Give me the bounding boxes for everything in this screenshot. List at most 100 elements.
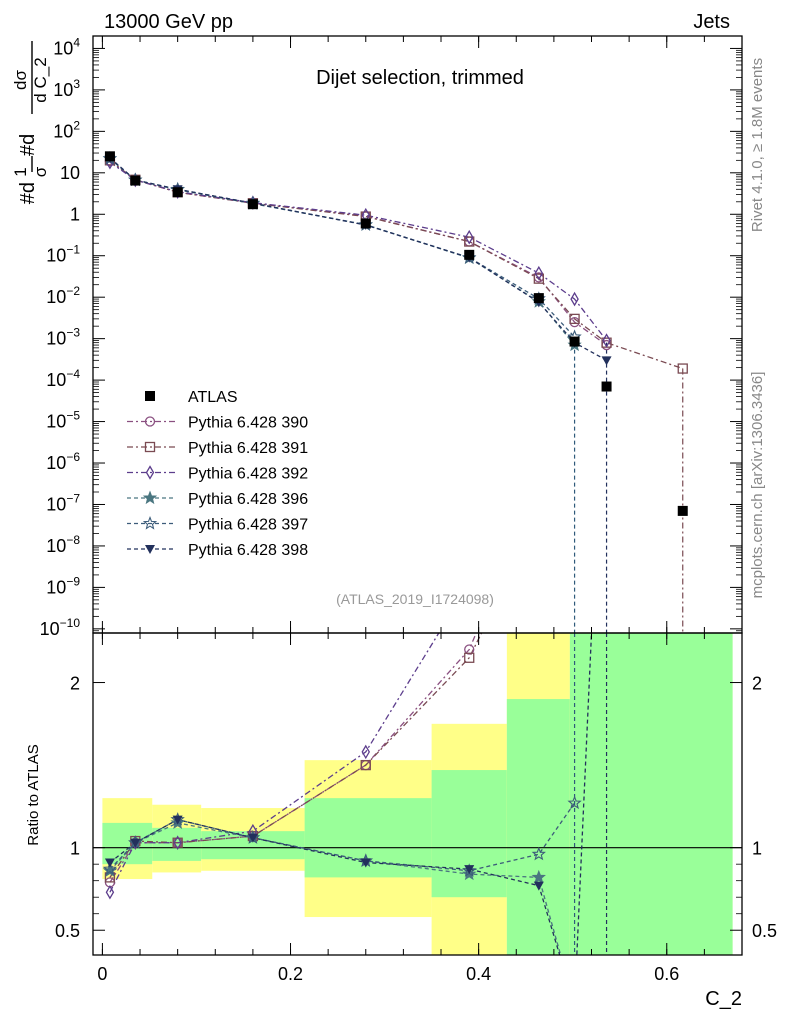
ratio-marker [361, 744, 371, 760]
y-tick-exponent: −2 [66, 284, 80, 298]
y-label-left-prefix: #d [17, 182, 39, 204]
series-marker [570, 291, 579, 307]
ratio-marker [533, 881, 544, 891]
atlas-data-point [247, 199, 258, 210]
y-label-top-num: dσ [11, 70, 30, 90]
series-marker [533, 273, 544, 284]
band-green [569, 633, 733, 955]
ratio-tick-label-right: 0.5 [752, 921, 777, 941]
y-tick-exponent: −7 [66, 491, 80, 505]
uncertainty-bands [93, 633, 742, 955]
y-tick-mantissa: 10 [46, 536, 66, 556]
y-tick-mantissa: 10 [46, 412, 66, 432]
atlas-data-point [677, 505, 688, 516]
legend-marker [145, 545, 155, 554]
ratio-line [109, 633, 440, 893]
y-tick-label: 10 [60, 163, 80, 183]
y-tick-mantissa: 10 [46, 577, 66, 597]
legend-label: Pythia 6.428 392 [188, 466, 308, 483]
y-tick-mantissa: 10 [46, 370, 66, 390]
legend-label: Pythia 6.428 391 [188, 440, 308, 457]
y-label-top-prefix: #d [17, 134, 39, 156]
legend-marker [142, 490, 158, 505]
y-tick-exponent: −9 [66, 574, 80, 588]
ratio-line [109, 633, 483, 878]
y-tick-label: 1 [70, 204, 80, 224]
ratio-line [109, 802, 576, 872]
atlas-data-point [360, 218, 371, 229]
ratio-marker [173, 835, 182, 851]
y-tick-label: 10−2 [46, 284, 80, 307]
atlas-data-point [533, 293, 544, 304]
y-tick-mantissa: 10 [53, 38, 73, 58]
x-axis-label: C_2 [705, 988, 742, 1010]
y-tick-exponent: 3 [73, 77, 80, 91]
legend-marker-atlas [145, 391, 155, 401]
legend-label: Pythia 6.428 397 [188, 517, 308, 534]
y-label-top-den: d C_2 [31, 57, 50, 102]
ratio-marker [464, 865, 475, 875]
y-label-left-den: σ [31, 166, 50, 177]
band-green [506, 699, 570, 955]
atlas-data-point [464, 249, 475, 260]
y-tick-mantissa: 10 [46, 494, 66, 514]
y-tick-exponent: −4 [66, 367, 80, 381]
y-tick-exponent: −6 [66, 450, 80, 464]
y-tick-exponent: −3 [66, 326, 80, 340]
y-tick-label: 10−5 [46, 409, 80, 432]
atlas-data-point [104, 151, 115, 162]
ratio-marker [531, 846, 546, 861]
ratio-tick-label: 1 [70, 839, 80, 859]
data-markers [102, 151, 688, 900]
band-green [431, 770, 507, 898]
ratio-marker [531, 869, 546, 884]
y-tick-mantissa: 10 [46, 453, 66, 473]
y-tick-label: 104 [53, 35, 80, 58]
analysis-tag: (ATLAS_2019_I1724098) [336, 591, 494, 607]
y-tick-label: 10−10 [40, 616, 81, 639]
legend-marker [142, 515, 158, 530]
atlas-data-point [601, 381, 612, 392]
legend-label: Pythia 6.428 390 [188, 415, 308, 432]
ratio-tick-label: 0.5 [55, 921, 80, 941]
header-collision-label: 13000 GeV pp [104, 11, 233, 33]
y-tick-label: 10−7 [46, 491, 80, 514]
ratio-marker [105, 884, 115, 900]
y-tick-exponent: 2 [73, 118, 80, 132]
tick-labels: 0 0.2 0.4 0.610410310210110−110−210−310−410… [40, 35, 777, 984]
ratio-marker [360, 858, 371, 868]
series-marker [464, 236, 475, 247]
axes [92, 35, 743, 956]
x-tick-label: 0.4 [466, 964, 491, 984]
y-tick-exponent: −8 [66, 533, 80, 547]
x-tick-label: 0 [97, 964, 107, 984]
y-tick-mantissa: 1 [70, 204, 80, 224]
y-tick-mantissa: 10 [53, 80, 73, 100]
x-tick-label: 0.2 [278, 964, 303, 984]
legend-marker [145, 465, 155, 480]
rivet-version-label: Rivet 4.1.0, ≥ 1.8M events [749, 58, 766, 232]
y-tick-exponent: −1 [66, 243, 80, 257]
series-marker [677, 363, 688, 374]
y-tick-mantissa: 10 [46, 329, 66, 349]
y-tick-mantissa: 10 [53, 121, 73, 141]
plot-title: Dijet selection, trimmed [316, 67, 524, 89]
y-tick-label: 103 [53, 77, 80, 100]
series-line [109, 157, 607, 361]
legend-marker [144, 441, 156, 453]
legend: ATLAS Pythia 6.428 390 Pythia 6.428 391 Pyt… [127, 389, 308, 559]
tick-marks [93, 36, 743, 955]
ratio-marker [104, 858, 115, 868]
ratio-frame [92, 632, 743, 956]
ratio-marker [464, 644, 475, 655]
ratio-marker [102, 861, 118, 876]
y-tick-mantissa: 10 [60, 163, 80, 183]
ratio-marker [464, 652, 475, 663]
x-tick-label: 0.6 [654, 964, 679, 984]
atlas-data-point [130, 175, 141, 186]
ratio-marker [130, 838, 141, 848]
ratio-tick-label-right: 2 [752, 674, 762, 694]
y-tick-label: 102 [53, 118, 80, 141]
ratio-tick-label-right: 1 [752, 839, 762, 859]
y-tick-label: 10−3 [46, 326, 80, 349]
